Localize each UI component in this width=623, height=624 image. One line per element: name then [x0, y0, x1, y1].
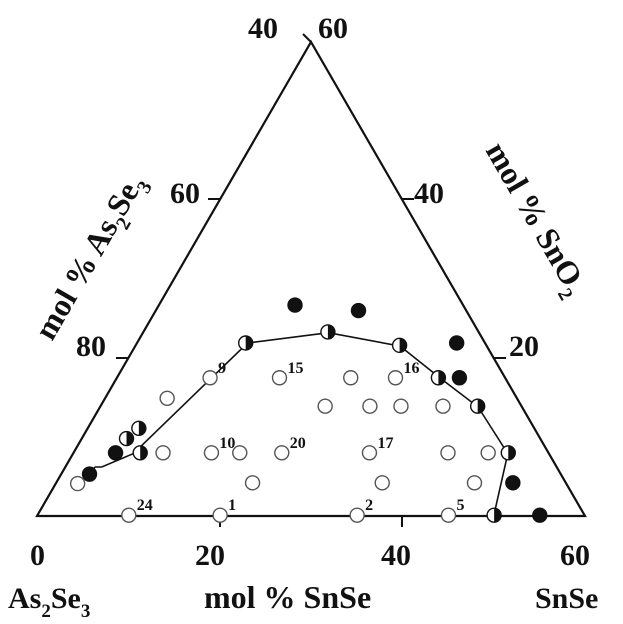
data-point-open — [440, 507, 457, 523]
point-number-label: 20 — [290, 435, 306, 452]
data-point-open — [159, 390, 175, 406]
data-point-open — [121, 507, 137, 523]
apex-tick — [302, 33, 312, 43]
data-points — [69, 297, 548, 523]
bottom-tick-label: 20 — [195, 539, 225, 572]
data-point-filled — [532, 507, 548, 523]
point-labels: 9 15 16 10 20 17 24 1 2 5 — [137, 360, 465, 514]
bottom-axis-title: mol % SnSe — [204, 579, 371, 615]
data-point-filled — [107, 445, 124, 461]
corner-label-as2se3: As2Se3 — [8, 582, 90, 622]
data-point-open — [212, 507, 228, 523]
data-point-open — [440, 445, 456, 461]
apex-label-left: 40 — [248, 12, 278, 45]
data-point-open — [361, 445, 378, 461]
data-point-filled — [448, 335, 465, 351]
data-point-open — [317, 398, 333, 414]
point-number-label: 10 — [219, 435, 235, 452]
data-point-open — [480, 445, 496, 461]
point-number-label: 16 — [404, 360, 420, 377]
point-number-label: 5 — [457, 497, 465, 514]
data-point-filled — [287, 297, 303, 313]
data-point-filled — [505, 475, 521, 491]
right-tick-label: 20 — [509, 330, 539, 363]
data-point-open — [203, 445, 220, 461]
point-number-label: 9 — [218, 360, 226, 377]
data-point-open — [387, 370, 404, 386]
data-point-filled — [81, 466, 98, 482]
point-number-label: 15 — [288, 360, 304, 377]
left-tick-label: 80 — [76, 330, 106, 363]
data-point-half — [118, 430, 135, 447]
data-point-open — [362, 398, 378, 414]
data-point-half — [132, 445, 148, 461]
data-point-open — [232, 445, 248, 461]
data-point-open — [202, 370, 218, 386]
data-point-half — [131, 420, 147, 437]
point-number-label: 2 — [365, 497, 373, 514]
data-point-half — [469, 398, 486, 414]
data-point-open — [274, 445, 290, 461]
point-number-label: 1 — [228, 497, 236, 514]
bottom-tick-label: 0 — [30, 539, 45, 572]
left-axis-title: mol % As2Se3 — [27, 167, 157, 349]
data-point-half — [320, 324, 336, 340]
data-point-half — [237, 335, 254, 351]
data-point-open — [466, 475, 483, 491]
right-tick-label: 40 — [414, 177, 444, 210]
data-point-half — [430, 370, 447, 386]
data-point-open — [349, 507, 365, 523]
point-number-label: 24 — [137, 497, 153, 514]
data-point-open — [343, 370, 359, 386]
data-point-open — [155, 445, 171, 461]
data-point-half — [486, 507, 502, 523]
bottom-tick-label: 60 — [560, 539, 590, 572]
right-axis-title: mol % SnO2 — [473, 136, 595, 305]
data-point-open — [435, 398, 451, 414]
bottom-tick-label: 40 — [381, 539, 411, 572]
data-point-half — [500, 445, 516, 461]
data-point-open — [244, 475, 261, 491]
point-number-label: 17 — [378, 435, 394, 452]
data-point-half — [391, 337, 408, 354]
data-point-open — [69, 475, 86, 492]
corner-label-snse: SnSe — [535, 582, 598, 615]
data-point-open — [374, 475, 390, 491]
data-point-open — [393, 398, 409, 414]
data-point-open — [271, 370, 288, 386]
data-point-filled — [350, 302, 367, 319]
left-tick-label: 60 — [170, 177, 200, 210]
ternary-triangle — [35, 39, 587, 518]
apex-label-right: 60 — [318, 12, 348, 45]
data-point-filled — [451, 370, 468, 386]
